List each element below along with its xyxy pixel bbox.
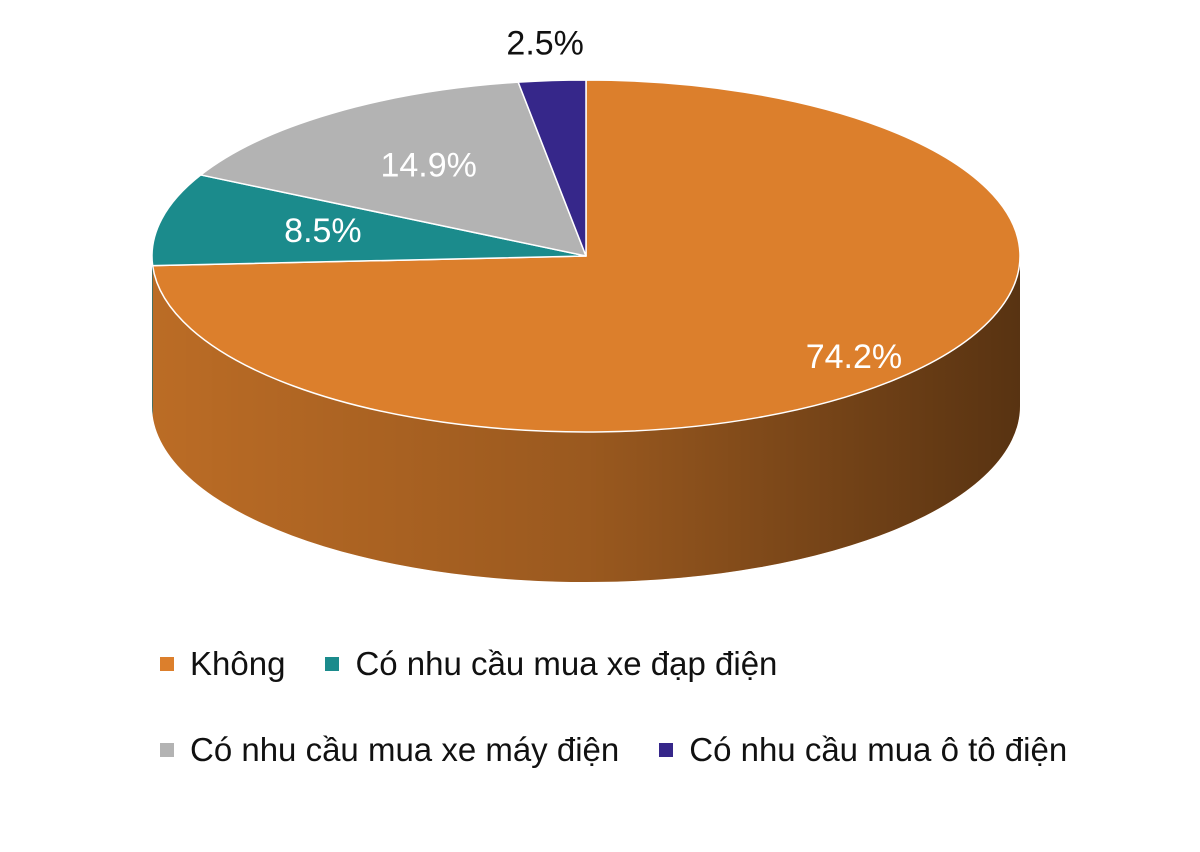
legend-label: Có nhu cầu mua ô tô điện xyxy=(689,731,1068,768)
legend-item: Có nhu cầu mua xe máy điện xyxy=(160,731,619,769)
slice xyxy=(151,174,587,267)
data-label: 14.9% xyxy=(380,146,476,184)
slice xyxy=(517,79,587,257)
legend-label: Có nhu cầu mua xe máy điện xyxy=(190,731,620,768)
legend-swatch xyxy=(160,657,174,671)
data-label: 2.5% xyxy=(506,24,584,62)
legend-item: Có nhu cầu mua ô tô điện xyxy=(659,731,1067,769)
legend-item: Không xyxy=(160,645,285,683)
data-label: 8.5% xyxy=(284,212,362,250)
legend-swatch xyxy=(160,743,174,757)
slice-side-shade xyxy=(152,256,153,416)
legend-item: Có nhu cầu mua xe đạp điện xyxy=(325,645,777,683)
legend-swatch xyxy=(659,743,674,757)
chart: 74.2% 8.5% 14.9% 2.5% xyxy=(151,24,1021,583)
slice xyxy=(200,81,587,257)
legend-label: Có nhu cầu mua xe đạp điện xyxy=(355,645,778,682)
slice-side-shade xyxy=(152,256,1020,583)
legend-label: Không xyxy=(190,645,286,682)
data-label: 74.2% xyxy=(806,338,902,376)
legend: Không Có nhu cầu mua xe đạp điện Có nhu cầ… xyxy=(160,645,1170,769)
legend-swatch xyxy=(325,657,340,671)
